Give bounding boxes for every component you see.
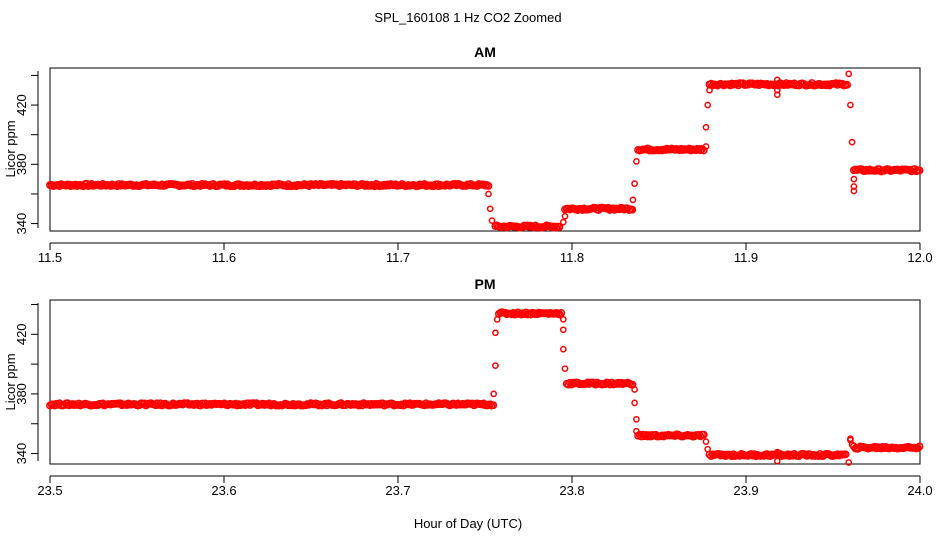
panel-am-transition-point (631, 180, 638, 187)
panel-am-transition-point (704, 101, 712, 109)
panel-am-transition-point (702, 123, 710, 131)
panel-pm-x-tick-label: 24.0 (907, 483, 932, 498)
panel-am-data-point (915, 166, 924, 175)
panel-pm-x-tick-label: 23.6 (211, 483, 236, 498)
panel-am-transition-point (848, 138, 856, 146)
panel-pm-y-tick-label: 420 (14, 323, 29, 345)
panel-am-y-tick-label: 380 (14, 153, 29, 175)
panel-am-transition-point (706, 86, 713, 94)
panel-am-y-tick-label: 420 (14, 94, 29, 116)
panel-am-transition-point (486, 205, 494, 213)
panel-pm-points (46, 308, 924, 466)
panel-pm-data-point (915, 442, 924, 451)
panel-am-data-point (555, 223, 564, 231)
panel-am-plot-frame (49, 67, 921, 232)
panel-am-x-tick-label: 11.6 (212, 250, 236, 265)
panel-am-transition-point (850, 175, 858, 183)
panel-am-points (46, 70, 924, 232)
panel-am-transition-point (629, 196, 637, 204)
panel-am-transition-point (847, 101, 854, 109)
panel-pm-data-point (557, 309, 566, 317)
panel-pm-data-point (489, 401, 498, 410)
panel-am-transition-point (559, 218, 567, 226)
panel-am-data-point (628, 205, 637, 214)
panel-pm-transition-point (493, 316, 501, 323)
panel-pm-x-tick-label: 23.8 (559, 483, 584, 498)
panel-pm-transition-point (492, 362, 499, 369)
panel-pm-transition-point (704, 445, 712, 453)
panel-pm-transition-point (847, 435, 854, 443)
figure-title: SPL_160108 1 Hz CO2 Zoomed (374, 10, 561, 25)
panel-am-x-tick-label: 11.5 (38, 250, 62, 265)
panel-pm-data-point (913, 444, 922, 453)
panel-pm-transition-point (633, 415, 640, 423)
panel-am-transition-point (561, 212, 569, 220)
panel-pm-transition-point (631, 399, 638, 407)
panel-am-transition-point (773, 91, 781, 99)
panel-am-x-tick-label: 11.7 (386, 250, 410, 265)
panel-am-transition-point (845, 70, 853, 78)
panel-pm-plot-frame (49, 299, 921, 465)
panel-pm-transition-point (559, 326, 567, 334)
panel-pm-transition-point (492, 329, 499, 337)
panel-pm-transition-point (848, 441, 856, 448)
panel-am-transition-point (488, 217, 496, 224)
panel-am-y-label: Licor ppm (3, 120, 18, 177)
panel-pm-data-point (841, 450, 850, 459)
panel-am-data-point (696, 146, 705, 155)
panel-pm-transition-point (845, 459, 853, 466)
panel-pm-y-tick-label: 340 (14, 443, 29, 465)
panel-pm-transition-point (490, 390, 498, 398)
panel-am-transition-point (485, 190, 492, 198)
panel-am-transition-point (702, 143, 710, 150)
panel-pm-transition-point (561, 365, 569, 372)
panel-am-x-tick-label: 11.9 (734, 250, 758, 265)
panel-pm-y-label: Licor ppm (3, 353, 18, 410)
panel-am: AM Licor ppm 11.5 11.6 11.7 11.8 11.9 12.0 340… (3, 44, 933, 265)
panel-pm-transition-point (559, 345, 567, 353)
panel-pm-transition-point (559, 316, 567, 323)
panel-am-data-point (694, 145, 703, 153)
panel-pm-data-point (694, 430, 703, 439)
panel-am-title: AM (474, 44, 496, 60)
panel-pm-transition-point (773, 448, 781, 456)
panel-pm-transition-point (773, 457, 781, 465)
panel-pm: PM Licor ppm 23.5 23.6 23.7 23.8 23.9 24.0 340… (3, 276, 933, 498)
panel-am-data-point (843, 80, 852, 89)
panel-am-data-point (484, 181, 493, 190)
panel-am-transition-point (773, 76, 781, 84)
panel-am-transition-point (633, 158, 640, 165)
panel-am-x-tick-label: 11.8 (560, 250, 584, 265)
panel-pm-x-tick-label: 23.9 (733, 483, 758, 498)
x-axis-label: Hour of Day (UTC) (414, 516, 522, 531)
panel-pm-data-point (555, 310, 564, 319)
panel-pm-transition-point (702, 438, 710, 445)
panel-pm-transition-point (633, 427, 640, 435)
panel-pm-y-tick-label: 380 (14, 383, 29, 405)
panel-pm-title: PM (475, 276, 496, 292)
panel-pm-data-point (699, 430, 708, 439)
panel-pm-x-tick-label: 23.7 (385, 483, 410, 498)
panel-pm-transition-point (631, 386, 638, 393)
panel-am-x-tick-label: 12.0 (907, 250, 932, 265)
panel-am-transition-point (850, 187, 858, 195)
panel-am-y-tick-label: 340 (14, 213, 29, 235)
panel-pm-x-tick-label: 23.5 (37, 483, 62, 498)
